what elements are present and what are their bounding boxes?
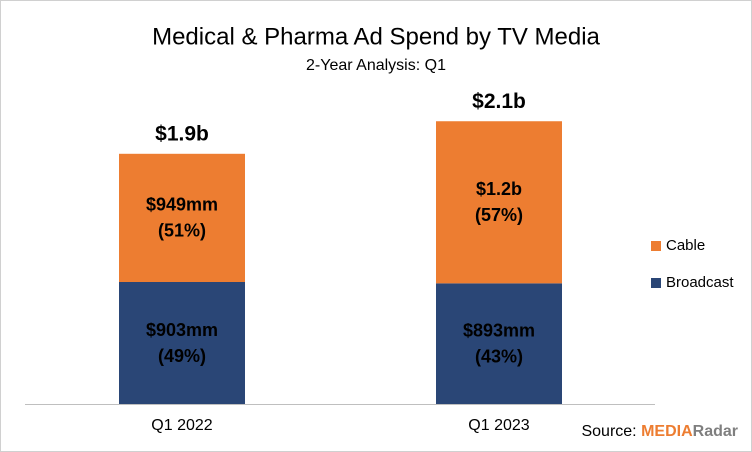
source-brand: Radar <box>693 423 738 440</box>
value-label: $1.2b <box>476 179 522 199</box>
x-tick-label: Q1 2022 <box>151 417 212 434</box>
total-label: $1.9b <box>155 122 209 145</box>
legend-swatch <box>651 278 661 288</box>
chart-title: Medical & Pharma Ad Spend by TV Media <box>152 23 600 50</box>
legend-label: Cable <box>666 237 705 254</box>
total-label: $2.1b <box>472 90 526 113</box>
source-label: Source: <box>581 423 636 440</box>
legend-swatch <box>651 241 661 251</box>
bar-segment <box>119 282 245 404</box>
share-label: (51%) <box>158 221 206 241</box>
share-label: (49%) <box>158 346 206 366</box>
chart-subtitle: 2-Year Analysis: Q1 <box>306 57 446 74</box>
source-brand: MEDIA <box>641 423 693 440</box>
bar-segment <box>119 153 245 283</box>
bar-segment <box>436 121 562 284</box>
bar-segment <box>436 283 562 404</box>
value-label: $949mm <box>146 195 218 215</box>
share-label: (57%) <box>475 205 523 225</box>
share-label: (43%) <box>475 346 523 366</box>
value-label: $903mm <box>146 320 218 340</box>
source: Source: MEDIARadar <box>581 423 738 440</box>
x-tick-label: Q1 2023 <box>468 417 529 434</box>
value-label: $893mm <box>463 320 535 340</box>
legend-label: Broadcast <box>666 274 734 291</box>
